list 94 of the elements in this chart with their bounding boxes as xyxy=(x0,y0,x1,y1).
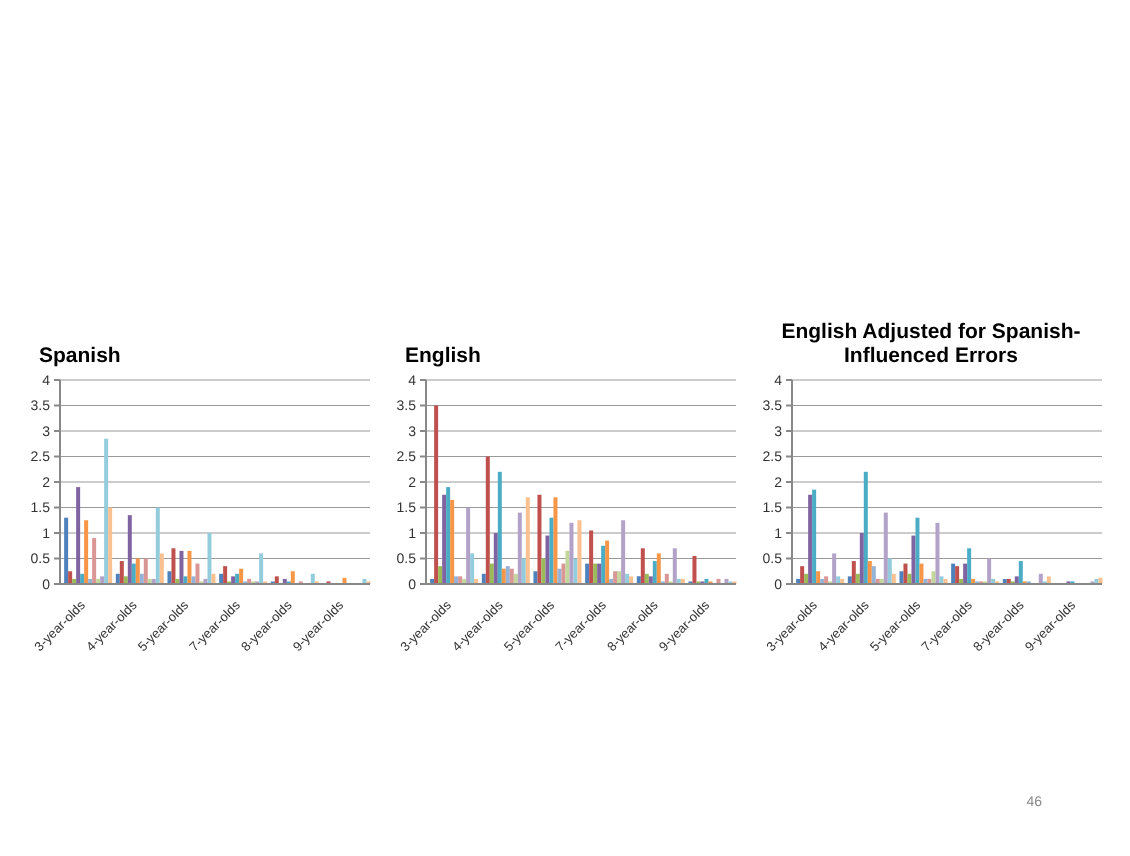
bar xyxy=(191,576,196,584)
bar xyxy=(171,548,176,584)
bar xyxy=(800,566,805,584)
bar xyxy=(135,558,140,584)
bar xyxy=(438,566,443,584)
bar xyxy=(1018,561,1023,584)
bar xyxy=(442,494,447,584)
bar xyxy=(485,456,490,584)
bar xyxy=(489,563,494,584)
bar xyxy=(636,576,641,584)
bar xyxy=(131,563,136,584)
bar xyxy=(887,558,892,584)
bar xyxy=(195,563,200,584)
chart-title: Spanish xyxy=(39,342,123,368)
chart-title: English Adjusted for Spanish-Influenced Errors xyxy=(779,318,1083,368)
bar xyxy=(123,576,128,584)
bar xyxy=(1014,576,1019,584)
bar xyxy=(899,571,904,584)
bar xyxy=(92,538,97,584)
bar xyxy=(911,535,916,584)
bar xyxy=(541,558,546,584)
bar xyxy=(672,548,677,584)
bar xyxy=(867,561,872,584)
bar xyxy=(601,545,606,584)
bar xyxy=(549,517,554,584)
bar xyxy=(68,571,73,584)
bar xyxy=(537,494,542,584)
bar xyxy=(187,550,192,584)
bar xyxy=(935,522,940,584)
bar xyxy=(871,566,876,584)
bar xyxy=(84,520,89,584)
bar xyxy=(493,533,498,584)
bar xyxy=(692,555,697,584)
bar xyxy=(915,517,920,584)
bar xyxy=(987,558,992,584)
bar xyxy=(155,507,160,584)
bar xyxy=(812,489,817,584)
bar xyxy=(127,515,132,584)
bar xyxy=(179,550,184,584)
bar xyxy=(589,530,594,584)
bar xyxy=(517,512,522,584)
bar xyxy=(274,576,279,584)
bar xyxy=(963,563,968,584)
bar xyxy=(652,561,657,584)
bar xyxy=(931,571,936,584)
bar xyxy=(64,517,69,584)
bar xyxy=(561,563,566,584)
bar xyxy=(108,507,113,584)
bar xyxy=(605,540,610,584)
bar xyxy=(239,568,244,584)
bar xyxy=(446,487,451,584)
bar xyxy=(497,471,502,584)
bar xyxy=(863,471,868,584)
bar xyxy=(167,571,172,584)
bar xyxy=(259,553,264,584)
bar xyxy=(816,571,821,584)
bar xyxy=(466,507,471,584)
bar xyxy=(573,558,578,584)
bar xyxy=(533,571,538,584)
bar xyxy=(557,568,562,584)
bar xyxy=(207,533,212,584)
bar xyxy=(450,499,455,584)
bar xyxy=(545,535,550,584)
bar xyxy=(223,566,228,584)
bar xyxy=(159,553,164,584)
bar xyxy=(143,558,148,584)
bar xyxy=(656,553,661,584)
bar xyxy=(565,550,570,584)
bar xyxy=(104,438,109,584)
bar xyxy=(851,561,856,584)
bar xyxy=(621,520,626,584)
bar xyxy=(903,563,908,584)
bar xyxy=(119,561,124,584)
bar xyxy=(832,553,837,584)
bar xyxy=(569,522,574,584)
bar xyxy=(585,563,590,584)
bar xyxy=(76,487,81,584)
bar xyxy=(1046,576,1051,584)
bar xyxy=(577,520,582,584)
bar xyxy=(859,533,864,584)
chart-title: English xyxy=(405,342,483,368)
bar xyxy=(183,576,188,584)
bar xyxy=(470,553,475,584)
bar xyxy=(525,497,530,584)
bar xyxy=(919,563,924,584)
bar xyxy=(967,548,972,584)
bar xyxy=(553,497,558,584)
bar xyxy=(847,576,852,584)
bar xyxy=(290,571,295,584)
bar xyxy=(521,558,526,584)
bar xyxy=(434,405,439,584)
bar xyxy=(640,548,645,584)
bar xyxy=(808,494,813,584)
bar xyxy=(883,512,888,584)
